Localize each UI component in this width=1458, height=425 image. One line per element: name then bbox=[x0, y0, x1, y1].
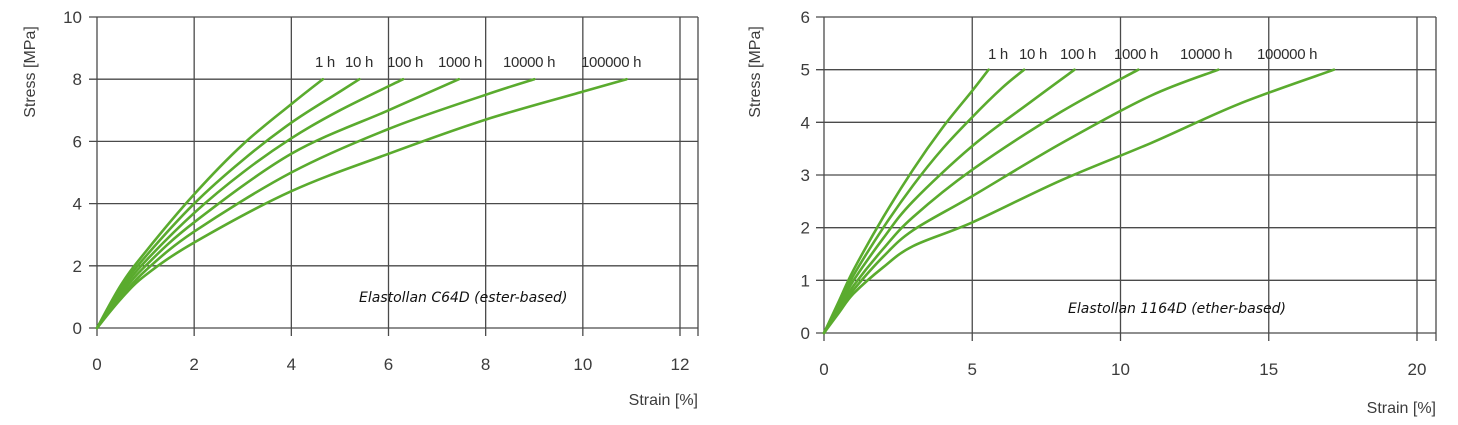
y-tick-label: 1 bbox=[801, 271, 810, 290]
series-label-100000h: 100000 h bbox=[1257, 46, 1317, 63]
series-label-10000h: 10000 h bbox=[1180, 46, 1232, 63]
curve-1000h bbox=[95, 77, 461, 330]
series-label-1000h: 1000 h bbox=[438, 54, 482, 71]
series-label-1h: 1 h bbox=[315, 54, 335, 71]
series-label-1000h: 1000 h bbox=[1114, 46, 1158, 63]
series-label-100h: 100 h bbox=[387, 54, 423, 71]
y-tick-label: 6 bbox=[801, 8, 810, 27]
x-tick-label: 0 bbox=[92, 355, 101, 374]
x-tick-label: 6 bbox=[384, 355, 393, 374]
y-tick-label: 0 bbox=[73, 319, 82, 338]
y-tick-label: 2 bbox=[801, 219, 810, 238]
right-annotation: Elastollan 1164D (ether-based) bbox=[1068, 301, 1286, 317]
left-x-axis-label: Strain [%] bbox=[629, 392, 698, 409]
curve-10h bbox=[95, 77, 361, 330]
series-label-100h: 100 h bbox=[1060, 46, 1096, 63]
right-y-axis-label: Stress [MPa] bbox=[747, 26, 764, 118]
x-tick-label: 8 bbox=[481, 355, 490, 374]
right-x-ticks: 0 5 10 15 20 bbox=[819, 360, 1426, 379]
y-tick-label: 6 bbox=[73, 132, 82, 151]
y-tick-label: 4 bbox=[801, 113, 810, 132]
y-tick-label: 4 bbox=[73, 195, 82, 214]
y-tick-label: 0 bbox=[801, 324, 810, 343]
curve-100h bbox=[822, 68, 1076, 335]
x-tick-label: 0 bbox=[819, 360, 828, 379]
x-tick-label: 4 bbox=[287, 355, 296, 374]
right-x-axis-label: Strain [%] bbox=[1367, 400, 1436, 417]
y-tick-label: 3 bbox=[801, 166, 810, 185]
y-tick-label: 8 bbox=[73, 70, 82, 89]
x-tick-label: 12 bbox=[671, 355, 690, 374]
y-tick-label: 10 bbox=[63, 8, 82, 27]
right-grid bbox=[816, 16, 1437, 341]
left-grid bbox=[89, 16, 699, 336]
right-curves bbox=[822, 68, 1336, 335]
right-series-labels: 1 h 10 h 100 h 1000 h 10000 h 100000 h bbox=[988, 46, 1317, 63]
x-tick-label: 20 bbox=[1408, 360, 1427, 379]
x-tick-label: 10 bbox=[573, 355, 592, 374]
left-y-ticks: 0 2 4 6 8 10 bbox=[63, 8, 82, 338]
left-curves bbox=[95, 77, 628, 330]
y-tick-label: 5 bbox=[801, 61, 810, 80]
left-x-ticks: 0 2 4 6 8 10 12 bbox=[92, 355, 689, 374]
x-tick-label: 5 bbox=[968, 360, 977, 379]
y-tick-label: 2 bbox=[73, 257, 82, 276]
x-tick-label: 10 bbox=[1111, 360, 1130, 379]
left-y-axis-label: Stress [MPa] bbox=[22, 26, 39, 118]
curve-100h bbox=[95, 77, 405, 330]
series-label-10h: 10 h bbox=[345, 54, 373, 71]
x-tick-label: 15 bbox=[1259, 360, 1278, 379]
right-y-ticks: 0 1 2 3 4 5 6 bbox=[801, 8, 810, 343]
series-label-10h: 10 h bbox=[1019, 46, 1047, 63]
right-chart: 0 1 2 3 4 5 6 0 5 10 15 20 Stress [MPa] Strain [%]… bbox=[747, 8, 1437, 417]
curve-100000h bbox=[822, 68, 1336, 335]
curve-10000h bbox=[95, 77, 536, 330]
series-label-1h: 1 h bbox=[988, 46, 1008, 63]
x-tick-label: 2 bbox=[189, 355, 198, 374]
curve-100000h bbox=[95, 77, 628, 330]
left-annotation: Elastollan C64D (ester-based) bbox=[359, 290, 567, 306]
curve-10h bbox=[822, 68, 1026, 335]
series-label-10000h: 10000 h bbox=[503, 54, 555, 71]
curve-10000h bbox=[822, 68, 1220, 335]
left-chart: 0 2 4 6 8 10 0 2 4 6 8 10 12 Stress [MPa] Strain [%… bbox=[22, 8, 699, 409]
curve-1h bbox=[95, 77, 325, 330]
left-series-labels: 1 h 10 h 100 h 1000 h 10000 h 100000 h bbox=[315, 54, 641, 71]
series-label-100000h: 100000 h bbox=[581, 54, 641, 71]
